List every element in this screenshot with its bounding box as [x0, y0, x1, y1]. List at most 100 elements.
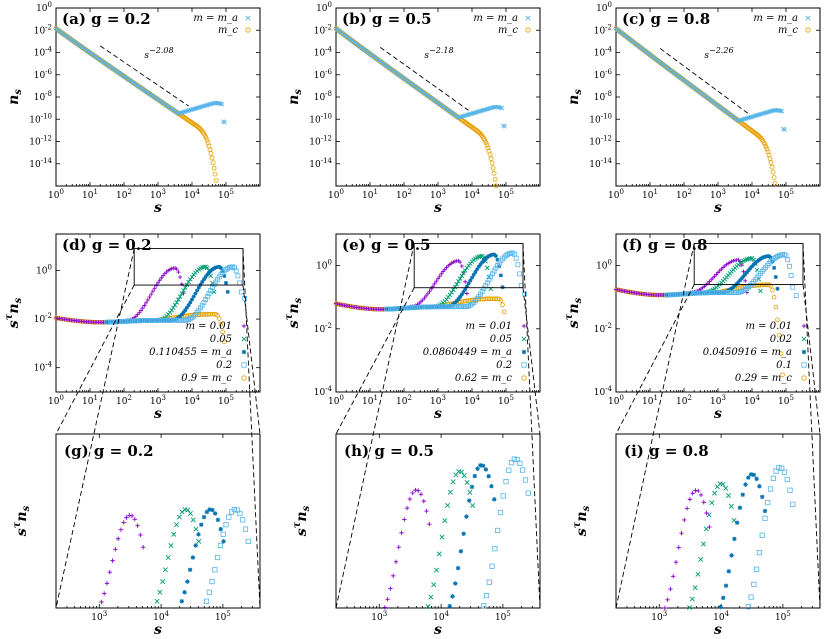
data-point [764, 146, 770, 152]
y-tick-label: 10-2 [594, 322, 612, 335]
data-point [746, 475, 751, 480]
data-point [488, 156, 494, 161]
data-point [104, 581, 110, 586]
data-point [732, 536, 737, 542]
data-point [212, 266, 217, 271]
data-point [470, 503, 476, 509]
legend-entry: 0.0860449 = m_a [423, 347, 512, 358]
legend-entry: 0.62 = m_c [455, 373, 512, 384]
y-tick-label: 10-10 [29, 112, 52, 125]
data-point [696, 488, 701, 494]
x-tick-label: 101 [82, 188, 98, 201]
data-point [703, 526, 709, 532]
x-axis-label: s [154, 200, 162, 216]
data-point [416, 488, 421, 493]
data-point [736, 280, 741, 285]
data-point [171, 531, 177, 537]
legend-entry: m_c [778, 25, 798, 36]
data-point [483, 467, 489, 472]
data-point [137, 310, 142, 315]
data-point [176, 514, 182, 520]
x-tick-label: 102 [676, 188, 692, 201]
data-point [424, 293, 429, 298]
data-point [428, 594, 434, 600]
panel-label: (e) g = 0.5 [342, 236, 431, 254]
x-tick-label: 103 [651, 610, 667, 623]
data-point [723, 485, 729, 491]
x-tick-label: 104 [713, 610, 729, 623]
data-point [427, 289, 432, 294]
data-point [184, 305, 189, 310]
data-point [734, 520, 740, 525]
y-tick-label: 10-14 [589, 157, 612, 170]
data-point [222, 339, 227, 344]
data-point [772, 265, 777, 270]
y-axis-label: ns [6, 89, 24, 105]
panel-c: 100 101 102 103 104 105 100 10-2 10-4 10-6 10-8 10-… [566, 1, 821, 216]
data-point [665, 597, 670, 602]
x-tick-label: 103 [150, 188, 166, 201]
data-point [755, 259, 760, 264]
legend-entry: m = 0.01 [466, 321, 512, 332]
zoom-box [133, 248, 244, 286]
data-point [501, 309, 507, 315]
legend-entry: 0.9 = m_c [181, 373, 232, 384]
x-tick-label: 102 [116, 188, 132, 201]
data-point [489, 160, 495, 166]
zoom-guide-left [55, 248, 135, 609]
data-point [738, 278, 743, 283]
data-point [788, 273, 794, 278]
zoom-guide-left [335, 287, 415, 435]
data-point [463, 279, 468, 284]
data-point [142, 303, 147, 308]
data-point [447, 292, 453, 298]
data-point [458, 469, 465, 475]
data-point [452, 284, 458, 290]
data-point [393, 559, 399, 564]
data-point [159, 275, 164, 280]
x-tick-label: 105 [778, 188, 794, 201]
power-law-guide [379, 46, 469, 111]
data-point [768, 283, 773, 289]
data-point [225, 289, 230, 294]
data-point [698, 556, 704, 562]
data-point [99, 599, 104, 605]
data-point [754, 566, 760, 572]
power-law-guide [99, 45, 189, 107]
data-point [454, 281, 460, 287]
data-point [237, 280, 243, 286]
data-point [185, 507, 191, 513]
data-point [464, 514, 469, 519]
data-point [165, 554, 171, 561]
data-point [233, 268, 239, 274]
data-point [453, 581, 458, 586]
data-point [127, 513, 132, 518]
zoom-box [413, 243, 524, 289]
y-tick-label: 10-4 [314, 385, 333, 398]
data-point [495, 257, 500, 262]
data-point [121, 520, 126, 525]
data-point [410, 490, 415, 496]
data-point [212, 567, 218, 573]
data-point [454, 298, 459, 303]
y-tick-label: 10-12 [309, 135, 332, 148]
data-point [115, 536, 121, 541]
data-point [187, 510, 193, 516]
data-point [174, 522, 180, 528]
data-point [210, 507, 215, 513]
data-point [743, 278, 748, 283]
panel-label: (i) g = 0.8 [624, 442, 709, 460]
data-point [450, 479, 456, 485]
panel-label: (a) g = 0.2 [62, 10, 151, 28]
data-point [500, 302, 505, 308]
y-tick-label: 10-2 [34, 312, 52, 325]
data-point [768, 255, 773, 260]
data-point [156, 280, 160, 285]
data-point [388, 586, 393, 591]
data-point [751, 262, 756, 267]
data-point [484, 265, 490, 271]
data-point [222, 273, 227, 278]
data-point [748, 472, 754, 477]
data-point [190, 517, 196, 523]
data-point [213, 265, 218, 270]
